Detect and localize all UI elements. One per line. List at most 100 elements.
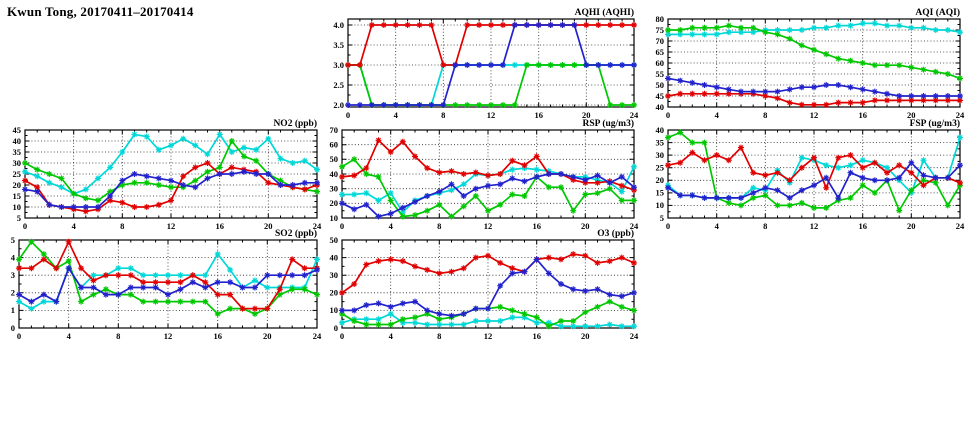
y-tick-label: 25 <box>13 169 22 179</box>
series-blue-markers <box>345 22 637 108</box>
x-tick-label: 8 <box>120 221 124 231</box>
series-blue-markers <box>22 168 320 210</box>
series-green-markers <box>665 22 963 82</box>
y-tick-label: 65 <box>656 47 665 57</box>
x-tick-label: 0 <box>666 110 670 120</box>
x-tick-label: 12 <box>810 110 819 120</box>
x-tick-label: 24 <box>956 110 965 120</box>
y-tick-label: 75 <box>656 25 665 35</box>
y-tick-label: 80 <box>656 14 665 24</box>
y-tick-label: 70 <box>656 36 665 46</box>
x-tick-label: 24 <box>630 110 639 120</box>
x-tick-label: 12 <box>164 331 173 341</box>
x-tick-label: 16 <box>534 110 543 120</box>
chart-title: FSP (ug/m3) <box>910 118 960 129</box>
y-tick-label: 1 <box>11 305 15 315</box>
x-tick-label: 4 <box>394 110 399 120</box>
x-tick-label: 0 <box>340 221 344 231</box>
y-tick-label: 5 <box>11 235 15 245</box>
x-tick-label: 4 <box>715 221 720 231</box>
x-tick-label: 8 <box>437 331 441 341</box>
y-tick-label: 0 <box>334 323 338 333</box>
y-tick-label: 3.0 <box>333 60 344 70</box>
x-tick-label: 20 <box>264 221 273 231</box>
x-tick-label: 4 <box>67 331 72 341</box>
fsp-plot: 5 10 15 20 25 30 35 40 0 4 8 12 16 20 24 FSP (ug/m3) <box>656 118 966 231</box>
x-tick-label: 12 <box>484 331 493 341</box>
y-tick-label: 55 <box>656 69 665 79</box>
y-tick-label: 2.5 <box>333 80 344 90</box>
chart-aqhi: 2.0 2.5 3.0 3.5 4.0 0 4 8 12 16 20 24 AQHI (AQHI) <box>322 6 642 122</box>
y-tick-label: 15 <box>656 188 665 198</box>
y-tick-label: 4.0 <box>333 20 344 30</box>
series-blue-markers <box>339 256 637 319</box>
series-cyan-markers <box>339 310 637 330</box>
y-tick-label: 60 <box>330 140 339 150</box>
y-tick-label: 50 <box>656 80 665 90</box>
y-tick-label: 2.0 <box>333 100 344 110</box>
y-tick-label: 50 <box>330 235 339 245</box>
y-tick-label: 5 <box>660 213 664 223</box>
x-tick-label: 24 <box>313 331 322 341</box>
series-red-markers <box>16 238 320 312</box>
chart-so2: 0 1 2 3 4 5 0 4 8 12 16 20 24 SO2 (ppb) <box>5 227 325 343</box>
chart-o3: 0 10 20 30 40 50 0 4 8 12 16 20 24 O3 (ppb) <box>322 227 642 343</box>
y-tick-label: 2 <box>11 288 15 298</box>
o3-plot: 0 10 20 30 40 50 0 4 8 12 16 20 24 O3 (ppb) <box>330 228 640 341</box>
y-tick-label: 10 <box>656 200 665 210</box>
x-tick-label: 24 <box>630 221 639 231</box>
x-tick-label: 12 <box>484 221 493 231</box>
x-tick-label: 12 <box>167 221 176 231</box>
series-green-markers <box>345 62 637 108</box>
x-tick-label: 20 <box>581 331 590 341</box>
chart-no2: 5 10 15 20 25 30 35 40 45 0 4 8 12 16 20 24 NO2 (ppb) <box>5 117 325 233</box>
y-tick-label: 70 <box>330 125 339 135</box>
x-tick-label: 16 <box>532 221 541 231</box>
chart-title: AQI (AQI) <box>915 7 960 18</box>
x-tick-label: 8 <box>441 110 445 120</box>
series-blue-markers <box>665 159 963 201</box>
chart-title: RSP (ug/m3) <box>583 118 634 129</box>
y-tick-label: 3 <box>11 270 15 280</box>
x-tick-label: 20 <box>582 110 591 120</box>
aqhi-plot: 2.0 2.5 3.0 3.5 4.0 0 4 8 12 16 20 24 AQHI (AQHI) <box>333 7 639 120</box>
x-tick-label: 8 <box>763 110 767 120</box>
y-tick-label: 20 <box>330 288 339 298</box>
x-tick-label: 12 <box>487 110 496 120</box>
y-tick-label: 45 <box>13 125 22 135</box>
rsp-plot: 10 20 30 40 50 60 70 0 4 8 12 16 20 24 RSP (ug/m3) <box>330 118 640 231</box>
x-tick-label: 20 <box>907 221 916 231</box>
chart-aqi: 40 45 50 55 60 65 70 75 80 0 4 8 12 16 20 24 AQI (AQI) <box>648 6 968 122</box>
x-tick-label: 20 <box>581 221 590 231</box>
y-tick-label: 50 <box>330 154 339 164</box>
y-tick-label: 0 <box>11 323 15 333</box>
chart-rsp: 10 20 30 40 50 60 70 0 4 8 12 16 20 24 RSP (ug/m3) <box>322 117 642 233</box>
series-green-line <box>667 131 961 212</box>
y-tick-label: 20 <box>13 180 22 190</box>
x-tick-label: 20 <box>263 331 272 341</box>
y-tick-label: 15 <box>13 191 22 201</box>
y-tick-label: 5 <box>17 213 21 223</box>
y-tick-label: 10 <box>13 202 22 212</box>
y-tick-label: 20 <box>656 175 665 185</box>
x-tick-label: 0 <box>340 331 344 341</box>
y-tick-label: 30 <box>656 150 665 160</box>
x-tick-label: 4 <box>715 110 720 120</box>
y-tick-label: 10 <box>330 305 339 315</box>
y-tick-label: 20 <box>330 198 339 208</box>
x-tick-label: 8 <box>437 221 441 231</box>
series-red-markers <box>665 90 963 108</box>
y-tick-label: 3.5 <box>333 40 344 50</box>
page-title: Kwun Tong, 20170411–20170414 <box>7 4 194 19</box>
chart-title: NO2 (ppb) <box>273 118 317 129</box>
x-tick-label: 16 <box>215 221 224 231</box>
x-tick-label: 4 <box>389 221 394 231</box>
x-tick-label: 8 <box>116 331 120 341</box>
x-tick-label: 4 <box>72 221 77 231</box>
series-blue-markers <box>339 171 637 220</box>
x-tick-label: 0 <box>666 221 670 231</box>
y-tick-label: 35 <box>656 137 665 147</box>
y-tick-label: 35 <box>13 147 22 157</box>
